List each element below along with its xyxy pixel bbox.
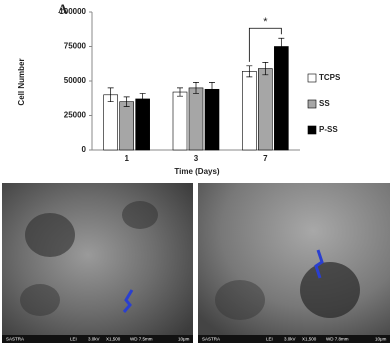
- pore: [215, 280, 265, 320]
- legend-swatch: [307, 99, 317, 109]
- error-bar: [139, 93, 146, 105]
- significance-bracket: [248, 27, 282, 62]
- error-bar: [246, 65, 253, 78]
- y-tick-label: 50000: [64, 76, 87, 85]
- image-info: 3.0kV: [88, 337, 100, 342]
- error-bar: [123, 96, 130, 107]
- pore: [300, 262, 360, 318]
- x-tick-label: 1: [124, 154, 129, 163]
- image-info: SASTRA: [6, 337, 24, 342]
- image-info: 10μm: [178, 337, 190, 342]
- image-info: LEI: [70, 337, 77, 342]
- x-tick-label: 3: [194, 154, 199, 163]
- error-bar: [262, 62, 269, 76]
- y-tick-label: 0: [82, 145, 87, 154]
- y-tick-label: 25000: [64, 111, 87, 120]
- pore: [20, 284, 60, 316]
- pore: [122, 201, 158, 229]
- legend-swatch: [307, 73, 317, 83]
- image-info: WD 7.8mm: [326, 337, 349, 342]
- x-tick-label: 7: [263, 154, 268, 163]
- info-bar: [198, 335, 390, 343]
- legend-label: P-SS: [319, 125, 338, 134]
- error-bar: [177, 87, 183, 97]
- bar: [135, 98, 150, 151]
- annotation: *: [263, 16, 268, 28]
- bar: [258, 68, 273, 151]
- info-bar: [2, 335, 193, 343]
- pore: [25, 213, 75, 257]
- bar: [188, 87, 204, 151]
- sem-image: [198, 183, 390, 343]
- image-info: X1,500: [302, 337, 317, 342]
- x-axis-title: Time (Days): [174, 167, 220, 176]
- y-tick-label: 100000: [59, 7, 86, 16]
- error-bar: [193, 82, 199, 94]
- image-info: WD 7.5mm: [130, 337, 153, 342]
- bar: [274, 46, 289, 151]
- legend-label: TCPS: [319, 73, 341, 82]
- sem-image: [2, 183, 193, 343]
- legend-swatch: [307, 125, 317, 135]
- y-axis-title: Cell Number: [17, 58, 26, 105]
- image-info: 3.0kV: [284, 337, 296, 342]
- arrow: [314, 249, 324, 279]
- image-info: X1,500: [106, 337, 121, 342]
- panel-label: A: [58, 1, 68, 16]
- image-info: LEI: [266, 337, 273, 342]
- error-bar: [107, 87, 114, 103]
- y-tick-label: 75000: [64, 42, 87, 51]
- error-bar: [209, 82, 215, 97]
- image-info: 10μm: [375, 337, 387, 342]
- image-info: SASTRA: [202, 337, 220, 342]
- bar: [242, 71, 257, 151]
- bar: [119, 101, 134, 151]
- error-bar: [278, 37, 285, 56]
- arrow: [122, 289, 134, 313]
- bar: [204, 88, 220, 151]
- legend-label: SS: [319, 99, 330, 108]
- bar: [103, 94, 118, 151]
- bar: [172, 91, 188, 151]
